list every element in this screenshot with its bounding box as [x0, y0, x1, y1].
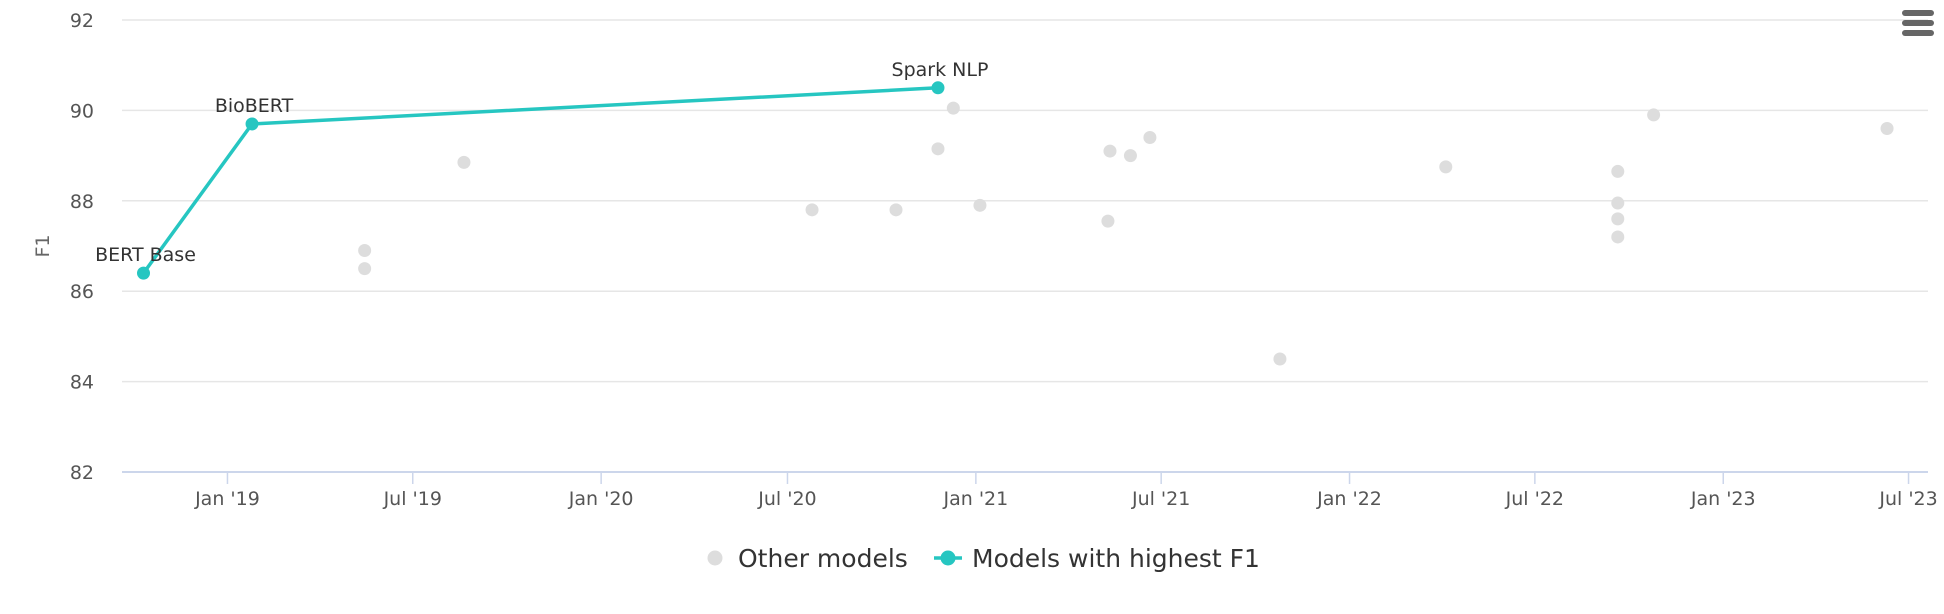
x-tick-label: Jul '21 — [1131, 488, 1190, 510]
y-tick-label: 88 — [70, 191, 94, 213]
point-other-model — [1611, 212, 1625, 226]
x-tick-label: Jan '19 — [194, 488, 260, 510]
legend-item-other-models[interactable]: Other models — [707, 544, 908, 573]
point-other-model — [1611, 164, 1625, 178]
y-axis-title: F1 — [32, 234, 54, 257]
legend-marker-other-models — [707, 550, 723, 566]
y-tick-label: 86 — [70, 281, 94, 303]
point-other-model — [931, 142, 945, 156]
data-label: BERT Base — [95, 244, 196, 266]
point-other-model — [973, 198, 987, 212]
point-other-model — [1273, 352, 1287, 366]
point-other-model — [1101, 214, 1115, 228]
y-tick-label: 92 — [70, 10, 94, 32]
point-other-model — [1123, 149, 1137, 163]
point-other-model — [1143, 131, 1157, 145]
x-axis-ticks: Jan '19 Jul '19 Jan '20 Jul '20 Jan '21 Jul '… — [194, 472, 1938, 510]
legend-marker-models-with-highest-f1 — [940, 550, 956, 566]
point-best-model — [931, 81, 945, 95]
legend-label-models-with-highest-f1: Models with highest F1 — [972, 544, 1260, 573]
point-other-model — [1103, 144, 1117, 158]
x-tick-label: Jul '19 — [383, 488, 442, 510]
point-other-model — [1880, 121, 1894, 135]
legend[interactable]: Other models Models with highest F1 — [707, 544, 1260, 573]
legend-label-other-models: Other models — [738, 544, 908, 573]
point-other-model — [1611, 196, 1625, 210]
point-other-model — [946, 101, 960, 115]
y-tick-label: 82 — [70, 462, 94, 484]
x-tick-label: Jul '20 — [757, 488, 816, 510]
point-other-model — [1611, 230, 1625, 244]
x-tick-label: Jan '20 — [568, 488, 634, 510]
point-other-model — [358, 244, 372, 258]
legend-item-models-with-highest-f1[interactable]: Models with highest F1 — [934, 544, 1260, 573]
point-other-model — [358, 262, 372, 276]
hamburger-menu-icon[interactable] — [1902, 10, 1934, 36]
x-tick-label: Jan '23 — [1690, 488, 1756, 510]
point-best-model — [245, 117, 259, 131]
y-axis-ticks: 82 84 86 88 90 92 — [70, 10, 94, 484]
point-other-model — [889, 203, 903, 217]
series-other-models — [358, 101, 1894, 366]
data-label: BioBERT — [215, 95, 294, 117]
x-tick-label: Jan '21 — [942, 488, 1008, 510]
x-tick-label: Jan '22 — [1316, 488, 1382, 510]
point-other-model — [457, 155, 471, 169]
data-label: Spark NLP — [892, 59, 989, 81]
x-tick-label: Jul '22 — [1505, 488, 1564, 510]
point-other-model — [1439, 160, 1453, 174]
series-models-with-highest-f1: BERT Base BioBERT Spark NLP — [95, 59, 988, 280]
point-other-model — [805, 203, 819, 217]
y-tick-label: 84 — [70, 372, 94, 394]
point-best-model — [137, 266, 150, 280]
x-tick-label: Jul '23 — [1878, 488, 1937, 510]
gridlines — [122, 19, 1928, 383]
y-tick-label: 90 — [70, 100, 94, 122]
point-other-model — [1647, 108, 1661, 122]
